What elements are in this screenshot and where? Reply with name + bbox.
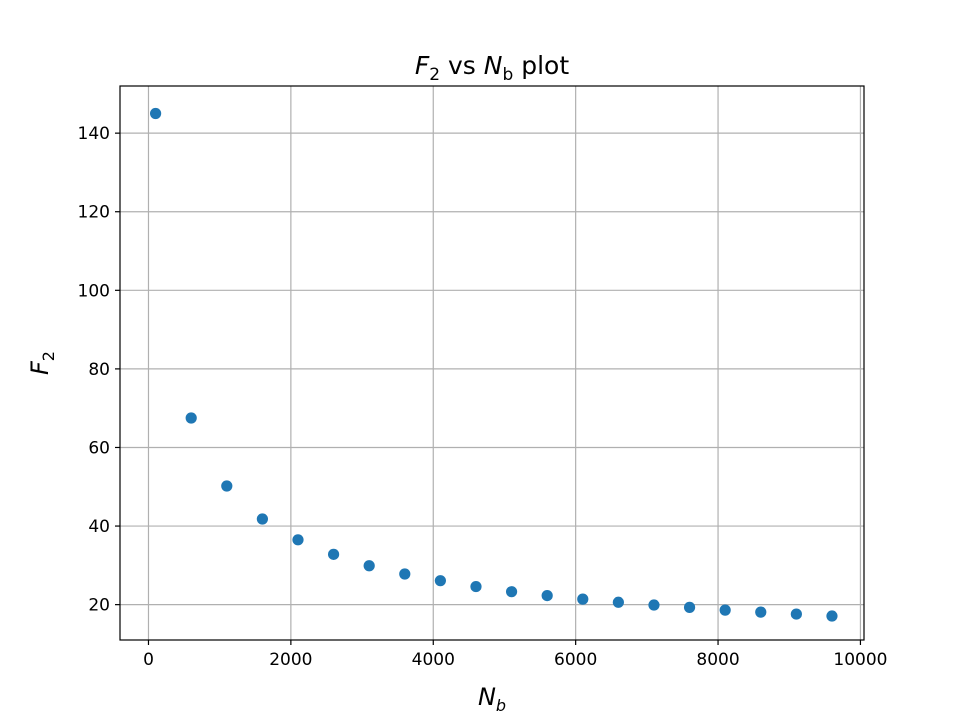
- y-tick-label: 60: [88, 438, 110, 458]
- data-point: [683, 601, 696, 613]
- grid-lines: [120, 86, 864, 640]
- axis-ticks: 0 2000 4000 6000 8000 10000 20 40 60 80 100 120 140: [78, 124, 888, 670]
- y-tick-label: 80: [88, 360, 110, 380]
- data-point: [577, 593, 589, 605]
- data-point: [541, 590, 553, 602]
- x-tick-label: 2000: [269, 650, 312, 670]
- data-points: [149, 107, 838, 622]
- y-tick-label: 120: [78, 203, 110, 223]
- x-tick-label: 4000: [412, 650, 455, 670]
- data-point: [221, 480, 233, 492]
- data-point: [327, 548, 340, 560]
- data-point: [470, 580, 482, 593]
- data-point: [256, 513, 268, 525]
- data-point: [719, 604, 731, 616]
- x-tick-label: 6000: [554, 650, 597, 670]
- data-point: [648, 599, 660, 611]
- y-tick-label: 40: [88, 517, 110, 537]
- data-point: [755, 606, 767, 618]
- x-tick-label: 0: [143, 650, 154, 670]
- data-point: [434, 575, 446, 587]
- data-point: [363, 560, 375, 572]
- plot-frame: [119, 85, 865, 641]
- data-point: [185, 412, 197, 424]
- x-tick-label: 10000: [833, 650, 887, 670]
- data-point: [149, 107, 162, 120]
- y-tick-label: 140: [78, 124, 110, 144]
- y-axis-label: F2: [26, 351, 58, 375]
- data-point: [612, 596, 624, 608]
- x-axis-label: Nb: [478, 683, 506, 715]
- data-point: [790, 608, 802, 620]
- x-tick-label: 8000: [696, 650, 739, 670]
- data-point: [399, 568, 411, 580]
- y-tick-label: 100: [78, 281, 110, 301]
- chart-title: F2 vs Nb plot: [415, 51, 569, 85]
- y-tick-label: 20: [88, 596, 110, 616]
- data-point: [505, 586, 518, 598]
- data-point: [826, 610, 838, 622]
- data-point: [292, 534, 304, 546]
